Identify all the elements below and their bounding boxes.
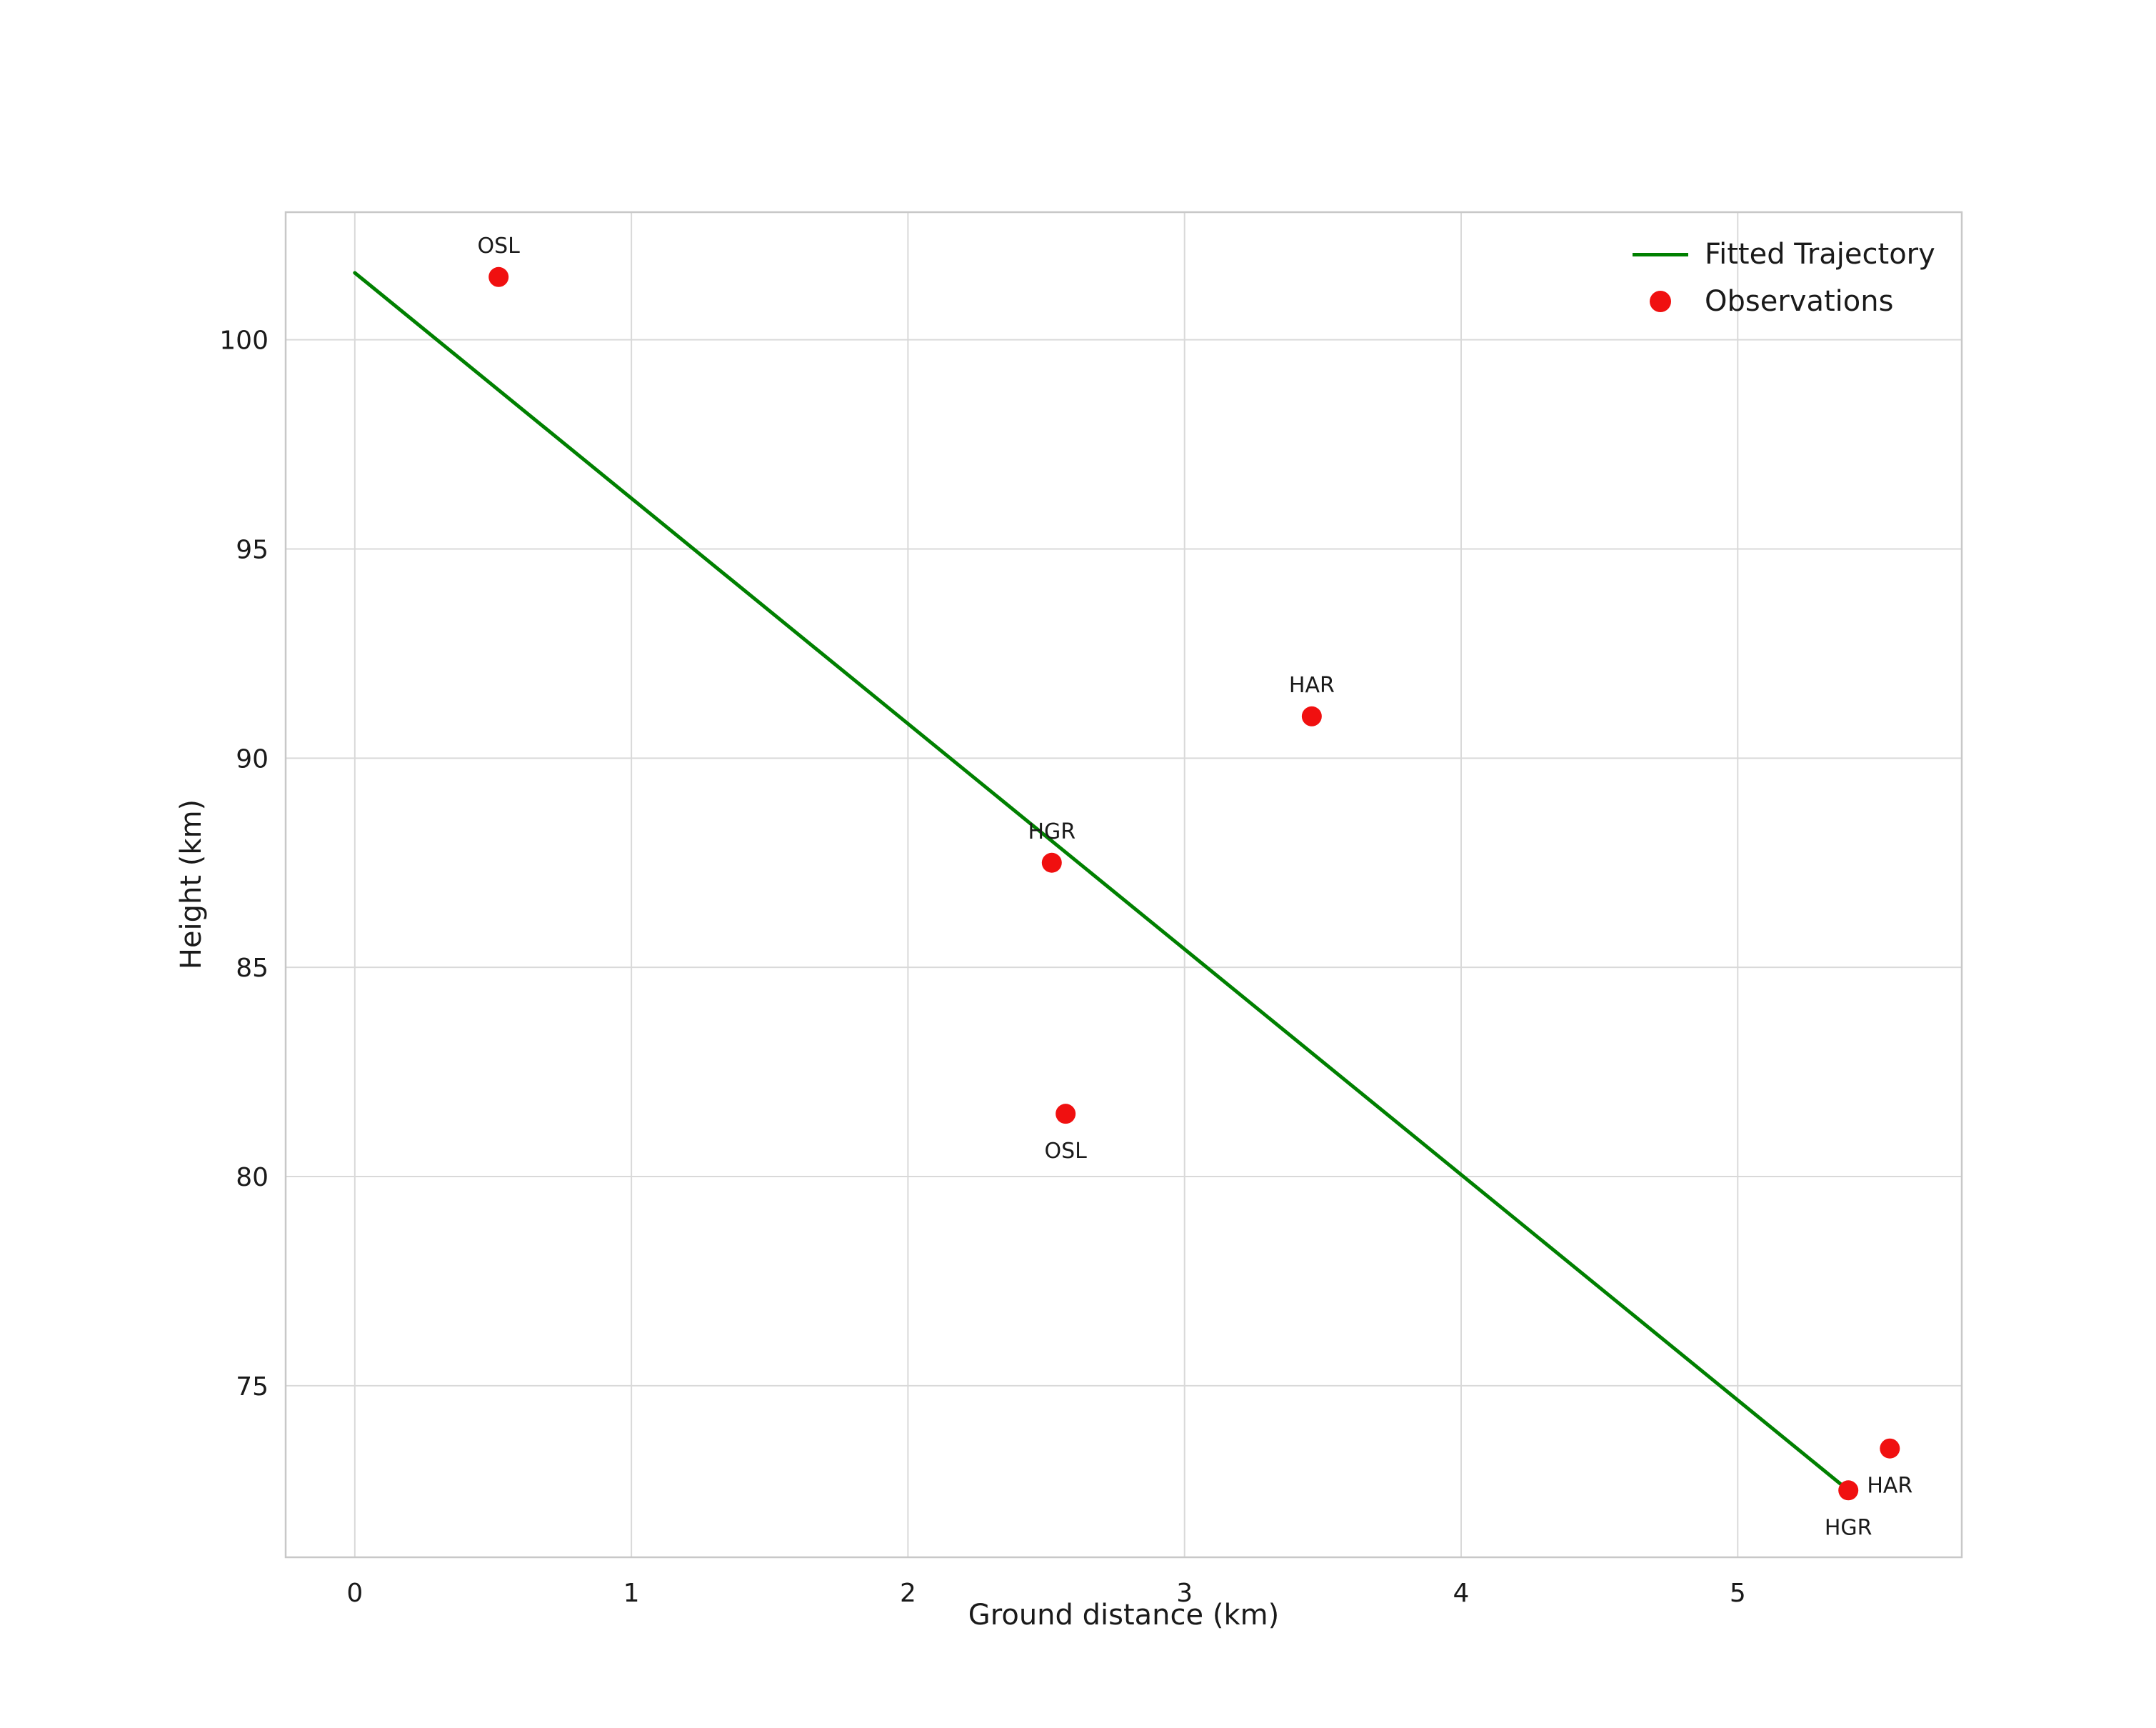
point-label: HAR [1289, 673, 1335, 698]
y-tick-label: 95 [236, 535, 269, 564]
legend-label-observations: Observations [1705, 285, 1894, 318]
observation-point [1880, 1438, 1900, 1459]
x-axis-label: Ground distance (km) [968, 1599, 1280, 1632]
observation-point [1056, 1104, 1076, 1124]
legend-item-observations: Observations [1632, 283, 1935, 320]
legend-label-fitted-trajectory: Fitted Trajectory [1705, 238, 1935, 271]
observation-point [488, 266, 509, 287]
point-label: OSL [1044, 1139, 1087, 1164]
observation-point [1838, 1480, 1859, 1501]
observations-dot-swatch [1650, 291, 1671, 312]
y-axis-label: Height (km) [175, 799, 208, 970]
x-tick-label: 1 [623, 1579, 640, 1608]
y-tick-label: 80 [236, 1163, 269, 1192]
fitted-trajectory-line [353, 271, 1850, 1492]
legend-swatch-box [1632, 291, 1689, 312]
y-tick-label: 100 [219, 326, 269, 356]
x-tick-label: 5 [1730, 1579, 1746, 1608]
x-tick-label: 3 [1176, 1579, 1193, 1608]
legend: Fitted Trajectory Observations [1632, 236, 1935, 320]
x-tick-label: 0 [346, 1579, 363, 1608]
point-label: HAR [1867, 1474, 1912, 1499]
plot-border [284, 211, 1963, 1559]
x-tick-label: 2 [900, 1579, 916, 1608]
observation-point [1041, 852, 1062, 873]
y-tick-label: 75 [236, 1372, 269, 1402]
x-tick-label: 4 [1453, 1579, 1470, 1608]
legend-item-fitted-trajectory: Fitted Trajectory [1632, 236, 1935, 273]
point-label: HGR [1825, 1515, 1872, 1540]
point-label: OSL [478, 234, 521, 259]
observation-point [1301, 706, 1322, 726]
legend-swatch-box [1632, 252, 1689, 256]
y-tick-label: 85 [236, 954, 269, 983]
fitted-trajectory-line-swatch [1633, 252, 1688, 256]
y-tick-label: 90 [236, 744, 269, 774]
point-label: HGR [1028, 819, 1076, 844]
